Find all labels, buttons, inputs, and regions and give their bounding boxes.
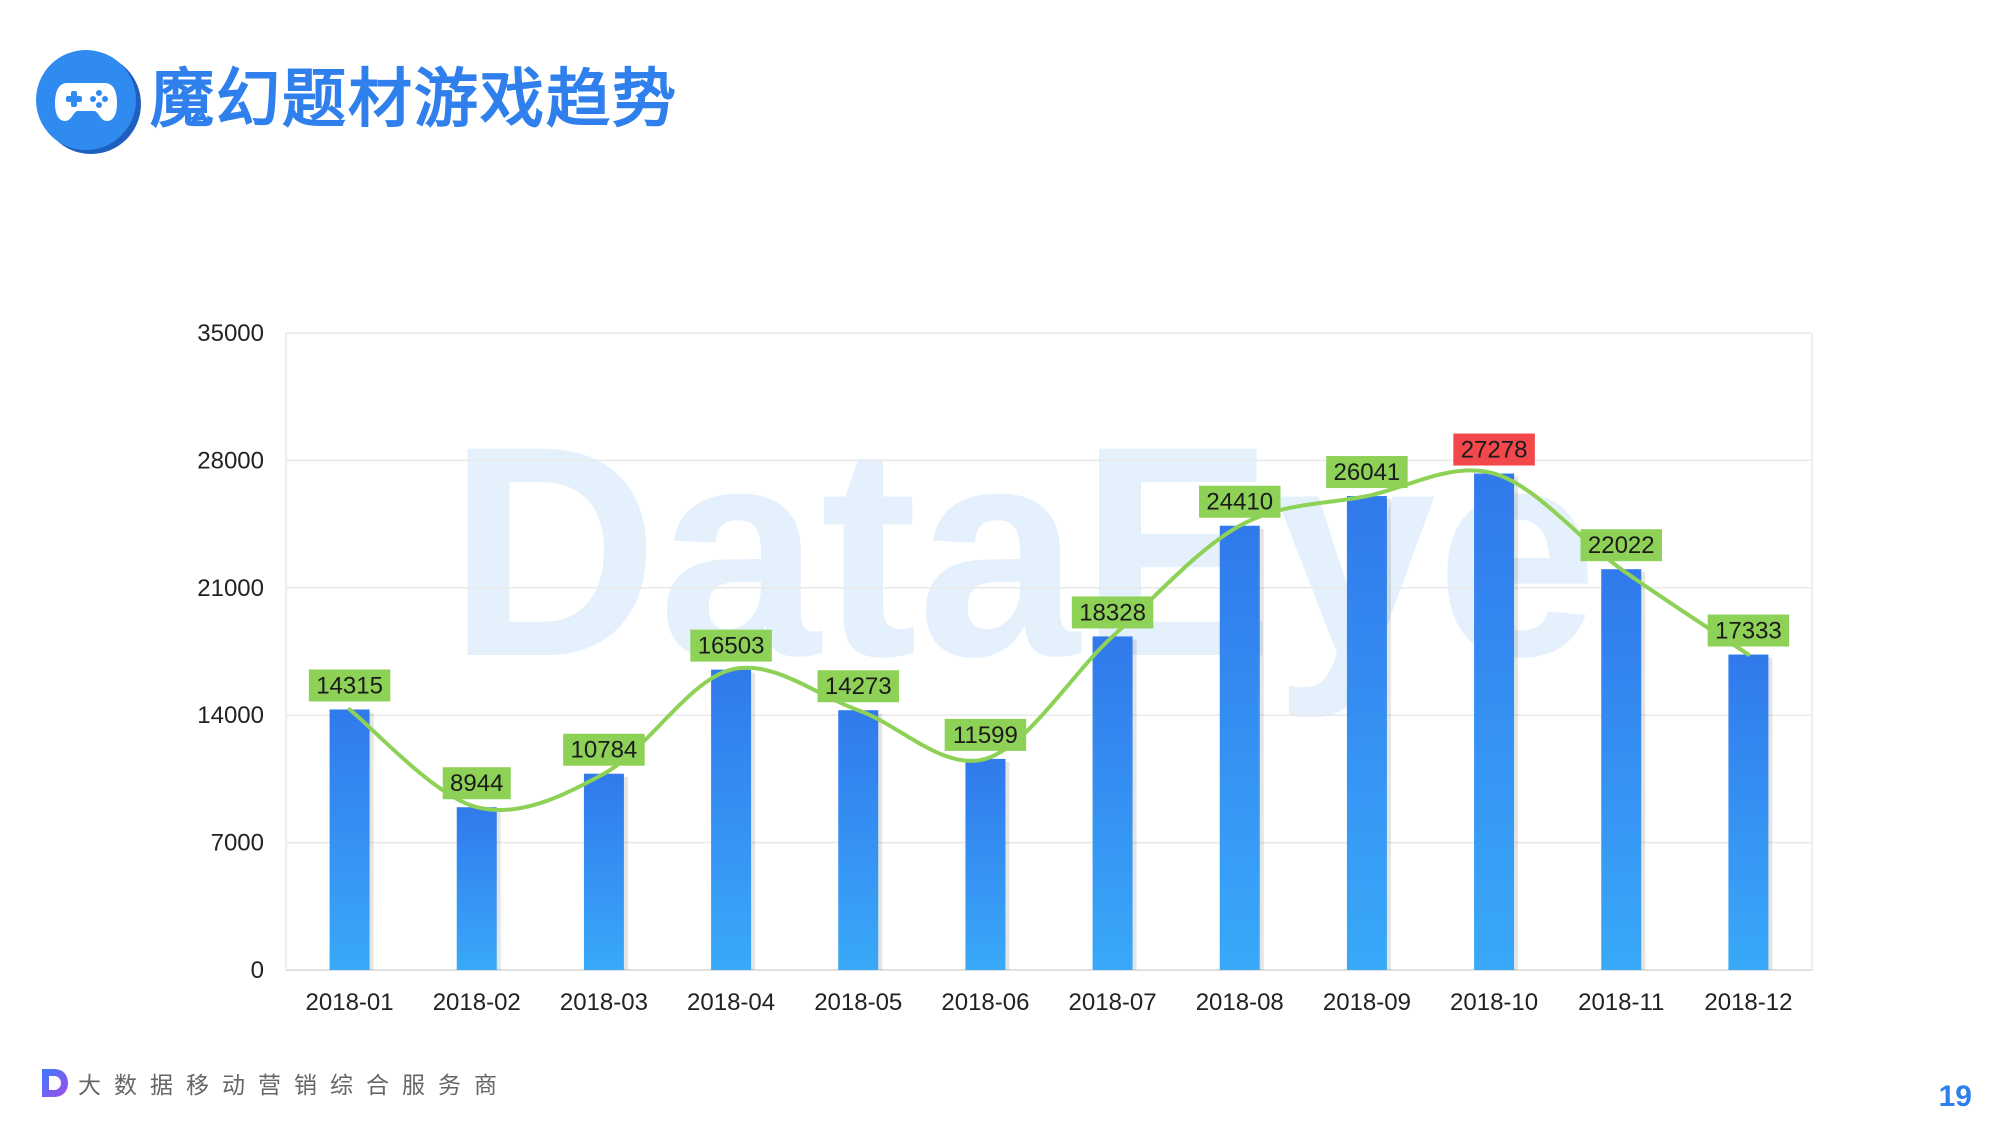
watermark-text: DataEye	[448, 383, 1598, 721]
dataeye-d-logo-icon	[42, 1069, 68, 1097]
bar	[1474, 473, 1515, 970]
value-label-bg	[690, 629, 772, 662]
value-label-bg	[944, 718, 1027, 751]
peak-value-label: 27278	[1461, 437, 1528, 464]
bar	[1728, 654, 1769, 970]
x-tick-label: 2018-04	[687, 989, 775, 1016]
value-label-bg	[817, 670, 899, 703]
x-tick-label: 2018-08	[1196, 989, 1284, 1016]
bar	[965, 758, 1006, 970]
value-label-bg	[563, 733, 645, 766]
x-tick-label: 2018-01	[306, 989, 394, 1016]
y-tick-label: 7000	[211, 830, 264, 857]
value-label-bg	[442, 767, 511, 800]
tagline: 大数据移动营销综合服务商	[78, 1073, 510, 1099]
x-tick-label: 2018-06	[941, 989, 1029, 1016]
value-label: 10784	[571, 737, 638, 764]
y-tick-label: 0	[251, 957, 264, 984]
value-label-bg	[308, 669, 391, 702]
value-label: 22022	[1588, 532, 1655, 559]
y-tick-label: 14000	[197, 702, 264, 729]
bar	[583, 773, 624, 970]
value-label: 14273	[825, 673, 892, 700]
x-tick-label: 2018-05	[814, 989, 902, 1016]
value-label: 8944	[450, 770, 503, 797]
x-tick-label: 2018-11	[1578, 989, 1664, 1016]
value-label: 14315	[316, 672, 383, 699]
bar	[329, 709, 370, 970]
x-tick-label: 2018-07	[1069, 989, 1157, 1016]
gamepad-icon	[36, 50, 136, 150]
bar	[838, 710, 879, 970]
x-tick-label: 2018-02	[433, 989, 521, 1016]
data-labels: 14315 8944 10784 16503 14273 11599 18328 24410 2…	[308, 433, 1790, 800]
y-tick-label: 35000	[197, 320, 264, 347]
value-label: 18328	[1079, 599, 1146, 626]
x-tick-label: 2018-10	[1450, 989, 1538, 1016]
header: 魔幻题材游戏趋势	[36, 48, 678, 152]
value-label: 11599	[953, 722, 1018, 749]
page-title: 魔幻题材游戏趋势	[150, 63, 678, 137]
value-label-bg	[1580, 529, 1662, 562]
y-tick-label: 28000	[197, 447, 264, 474]
y-tick-label: 21000	[197, 575, 264, 602]
value-label: 17333	[1715, 618, 1782, 645]
peak-value-label-bg	[1453, 433, 1535, 466]
grid-lines	[285, 332, 1813, 971]
trend-line-path	[347, 468, 1751, 813]
bar	[456, 807, 497, 970]
x-tick-label: 2018-12	[1704, 989, 1792, 1016]
value-label-bg	[1199, 485, 1281, 518]
bar	[1219, 525, 1260, 970]
bar	[1092, 636, 1133, 970]
bar	[1601, 569, 1642, 970]
x-tick-label: 2018-03	[560, 989, 648, 1016]
value-label-bg	[1707, 614, 1790, 647]
x-tick-label: 2018-09	[1323, 989, 1411, 1016]
value-label: 26041	[1334, 459, 1401, 486]
footer: 大数据移动营销综合服务商	[40, 1066, 510, 1100]
bar	[1346, 496, 1387, 970]
bars	[329, 473, 1773, 970]
value-label: 16503	[698, 633, 765, 660]
page-number: 19	[1938, 1080, 1972, 1113]
trend-line	[347, 468, 1751, 813]
value-label: 24410	[1206, 489, 1273, 516]
value-label-bg	[1071, 596, 1154, 629]
axes: 0 7000 14000 21000 28000 35000 2018-01 2018-02 2…	[197, 320, 1792, 1016]
bar	[711, 669, 752, 970]
value-label-bg	[1326, 456, 1408, 489]
